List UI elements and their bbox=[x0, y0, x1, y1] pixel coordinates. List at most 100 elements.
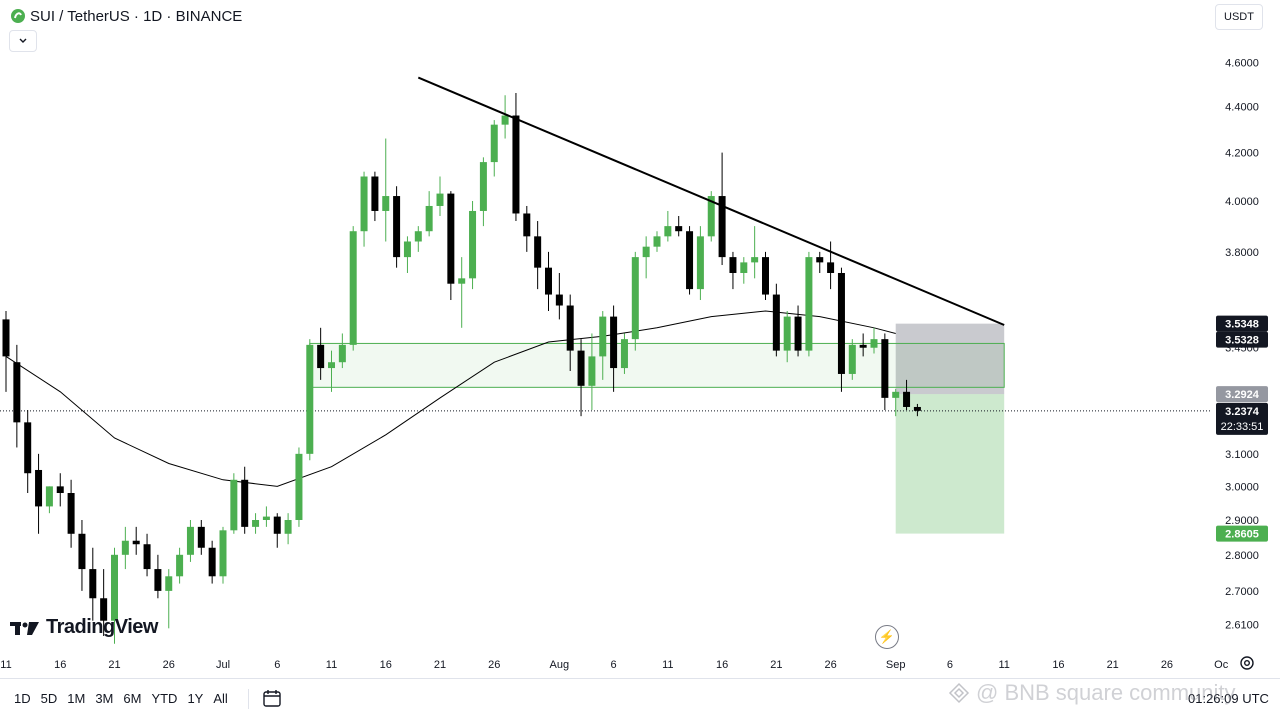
collapse-legend-button[interactable] bbox=[9, 30, 37, 52]
candle-body bbox=[132, 540, 140, 545]
candle-body bbox=[664, 226, 672, 237]
x-tick-label: 16 bbox=[1052, 659, 1064, 671]
x-tick-label: 21 bbox=[108, 659, 120, 671]
candle-body bbox=[176, 554, 184, 577]
range-5d[interactable]: 5D bbox=[40, 691, 58, 706]
symbol-title-text: SUI / TetherUS · 1D · BINANCE bbox=[30, 7, 243, 25]
x-tick-label: 26 bbox=[163, 659, 175, 671]
candle-body bbox=[2, 319, 10, 357]
x-tick-label: 6 bbox=[611, 659, 617, 671]
range-ytd[interactable]: YTD bbox=[151, 691, 178, 706]
candle-body bbox=[859, 344, 867, 348]
x-tick-label: 6 bbox=[274, 659, 280, 671]
sui-logo-icon bbox=[11, 9, 25, 23]
timezone-clock[interactable]: 01:26:09 UTC bbox=[1188, 691, 1269, 706]
tradingview-mark-icon bbox=[10, 621, 39, 635]
calendar-icon[interactable] bbox=[262, 688, 282, 708]
candle-body bbox=[707, 196, 715, 237]
y-tick-label: 2.6100 bbox=[1225, 620, 1259, 632]
gear-icon[interactable] bbox=[1238, 654, 1256, 672]
candle-body bbox=[306, 344, 314, 454]
range-6m[interactable]: 6M bbox=[123, 691, 142, 706]
x-tick-label: 11 bbox=[662, 659, 673, 671]
candle-body bbox=[284, 520, 292, 534]
candle-body bbox=[545, 267, 552, 295]
candle-body bbox=[165, 576, 173, 591]
x-tick-label: 6 bbox=[947, 659, 953, 671]
x-tick-label: Oc bbox=[1214, 659, 1229, 671]
range-all[interactable]: All bbox=[213, 691, 228, 706]
price-label: 3.5328 bbox=[1225, 335, 1259, 347]
candle-body bbox=[805, 257, 813, 351]
candle-body bbox=[121, 540, 129, 555]
candle-body bbox=[469, 210, 477, 279]
tradingview-logo: TradingView bbox=[10, 616, 158, 639]
candle-body bbox=[382, 196, 390, 211]
candle-body bbox=[718, 196, 726, 258]
x-tick-label: 11 bbox=[998, 659, 1009, 671]
y-tick-label: 2.8000 bbox=[1225, 550, 1259, 562]
price-label: 3.5348 bbox=[1225, 319, 1259, 331]
currency-selector[interactable]: USDT bbox=[1215, 4, 1263, 30]
range-1m[interactable]: 1M bbox=[67, 691, 86, 706]
candle-body bbox=[881, 339, 889, 398]
candle-body bbox=[111, 554, 118, 621]
x-tick-label: Sep bbox=[886, 659, 906, 671]
candle-body bbox=[273, 516, 281, 534]
countdown-label: 22:33:51 bbox=[1221, 421, 1264, 433]
price-label-box bbox=[1216, 402, 1268, 435]
candle-body bbox=[100, 598, 108, 621]
candle-body bbox=[566, 305, 574, 351]
candle-body bbox=[827, 262, 835, 273]
trendline bbox=[417, 76, 1005, 326]
candle-body bbox=[653, 236, 661, 247]
price-label-box bbox=[1216, 315, 1268, 332]
candle-body bbox=[512, 115, 520, 214]
chevron-down-icon bbox=[19, 38, 27, 43]
target-zone bbox=[895, 394, 1005, 534]
y-tick-label: 4.2000 bbox=[1225, 148, 1259, 160]
range-3m[interactable]: 3M bbox=[95, 691, 114, 706]
price-label: 3.2924 bbox=[1225, 389, 1260, 401]
price-label: 3.2374 bbox=[1225, 406, 1260, 418]
y-tick-label: 3.8000 bbox=[1225, 247, 1259, 259]
candle-body bbox=[186, 526, 194, 555]
stop-zone bbox=[895, 323, 1005, 395]
range-1d[interactable]: 1D bbox=[14, 691, 31, 706]
x-tick-label: 26 bbox=[824, 659, 836, 671]
y-tick-label: 3.1000 bbox=[1225, 449, 1259, 461]
candle-body bbox=[349, 231, 357, 345]
y-tick-label: 3.0000 bbox=[1225, 481, 1259, 493]
binance-diamond-icon bbox=[948, 682, 970, 704]
flash-icon[interactable]: ⚡ bbox=[875, 625, 899, 649]
candle-body bbox=[762, 257, 769, 295]
price-chart[interactable]: 4.60004.40004.20004.00003.80003.45003.10… bbox=[0, 0, 1280, 678]
candle-body bbox=[892, 391, 900, 398]
candle-body bbox=[631, 257, 639, 340]
moving-average-line bbox=[5, 310, 896, 487]
y-tick-label: 2.7000 bbox=[1225, 586, 1259, 598]
x-tick-label: Jul bbox=[216, 659, 230, 671]
candle-body bbox=[35, 469, 43, 507]
candle-body bbox=[794, 316, 802, 351]
candle-body bbox=[317, 344, 325, 369]
candle-body bbox=[490, 124, 498, 163]
x-tick-label: 16 bbox=[716, 659, 728, 671]
price-label-box bbox=[1216, 331, 1268, 348]
toolbar-divider bbox=[248, 689, 249, 709]
candle-body bbox=[751, 257, 759, 263]
candle-body bbox=[328, 362, 335, 369]
price-label-box bbox=[1216, 525, 1268, 542]
candle-body bbox=[772, 294, 780, 351]
candle-body bbox=[403, 241, 411, 258]
symbol-title[interactable]: SUI / TetherUS · 1D · BINANCE bbox=[10, 6, 242, 26]
candle-body bbox=[414, 231, 422, 242]
range-1y[interactable]: 1Y bbox=[187, 691, 204, 706]
candle-body bbox=[686, 231, 694, 290]
price-label: 2.8605 bbox=[1225, 529, 1259, 541]
candle-body bbox=[501, 115, 509, 125]
candle-body bbox=[338, 344, 346, 363]
candle-body bbox=[78, 533, 86, 570]
candle-body bbox=[816, 257, 824, 263]
candle-body bbox=[837, 272, 845, 374]
